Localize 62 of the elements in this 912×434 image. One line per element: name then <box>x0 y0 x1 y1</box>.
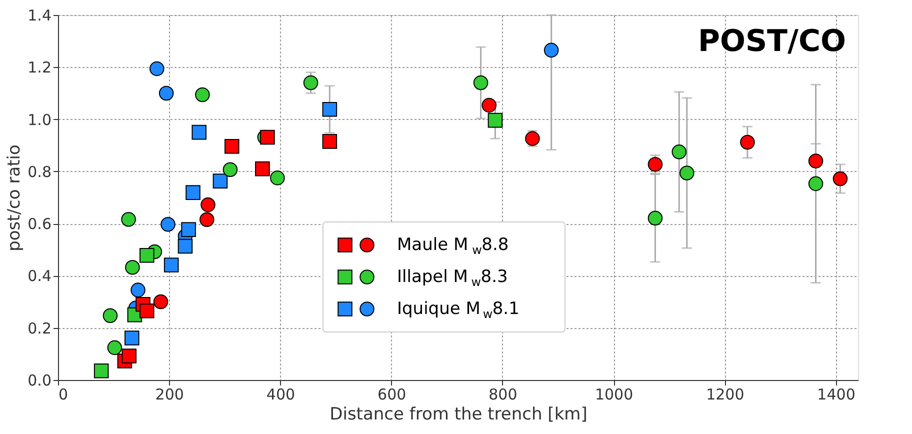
point <box>488 112 503 128</box>
point <box>200 197 216 212</box>
y-tick-label: 0.6 <box>28 215 52 234</box>
chart-title: POST/CO <box>698 24 846 59</box>
x-tick-label: 0 <box>58 386 68 404</box>
point <box>222 162 238 177</box>
point <box>322 134 338 149</box>
point <box>178 238 193 254</box>
y-tick-label: 0.0 <box>28 372 52 390</box>
y-axis-title: post/co ratio <box>4 144 25 252</box>
point <box>525 131 540 146</box>
point <box>107 340 122 356</box>
y-tick-label: 1.2 <box>28 58 52 77</box>
point <box>255 161 270 176</box>
x-tick-label: 1000 <box>594 386 634 404</box>
point <box>832 171 848 186</box>
point <box>303 75 318 90</box>
y-tick-label: 0.8 <box>28 162 52 181</box>
point <box>158 86 174 101</box>
point <box>153 294 168 310</box>
point <box>195 87 210 102</box>
point <box>94 363 109 378</box>
point <box>160 216 176 232</box>
point <box>672 144 687 160</box>
point <box>260 130 275 145</box>
point <box>181 222 196 237</box>
x-tick-label: 200 <box>155 386 184 404</box>
point <box>482 98 497 113</box>
point <box>102 308 118 323</box>
point <box>192 124 207 140</box>
y-tick-label: 0.4 <box>28 267 52 286</box>
point <box>122 348 137 364</box>
point <box>212 174 228 188</box>
point <box>199 212 214 228</box>
x-tick-label: 400 <box>266 386 296 404</box>
point <box>808 176 824 192</box>
point <box>125 260 140 275</box>
point <box>139 248 154 263</box>
point <box>322 102 338 117</box>
x-axis-title: Distance from the trench [km] <box>330 404 588 424</box>
point <box>186 185 200 200</box>
point <box>648 210 663 226</box>
point <box>808 154 824 168</box>
point <box>149 61 164 76</box>
x-tick-label: 1400 <box>817 386 856 404</box>
y-tick-label: 1.4 <box>28 6 52 24</box>
point <box>124 330 140 346</box>
point <box>121 212 136 227</box>
x-tick-label: 600 <box>378 386 406 404</box>
point <box>679 166 694 180</box>
point <box>270 170 285 186</box>
y-tick-label: 0.2 <box>28 319 52 338</box>
x-tick-label: 800 <box>488 386 518 404</box>
point <box>224 139 240 154</box>
point <box>544 42 559 58</box>
point <box>139 304 154 318</box>
point <box>130 282 146 298</box>
point <box>473 75 488 90</box>
point <box>164 258 179 272</box>
y-tick-label: 1.0 <box>28 110 52 129</box>
x-tick-label: 1200 <box>706 386 744 404</box>
point <box>740 134 755 150</box>
